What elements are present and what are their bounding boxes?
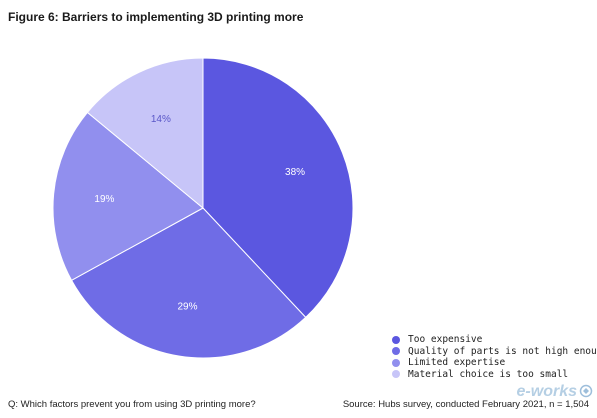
pie-slice-3 xyxy=(52,111,204,281)
watermark-icon xyxy=(579,384,593,398)
legend-swatch xyxy=(392,358,400,367)
source-text: Source: Hubs survey, conducted February … xyxy=(342,399,589,410)
legend-swatch xyxy=(392,335,400,344)
pie-slice-2 xyxy=(70,207,307,359)
watermark-logo: e-works xyxy=(516,383,577,400)
legend-swatch xyxy=(392,370,400,379)
pie-slice-label-4: 14% xyxy=(151,114,171,125)
legend-label: Limited expertise xyxy=(408,357,506,369)
legend-label: Quality of parts is not high enough xyxy=(408,345,597,357)
question-text: Q: Which factors prevent you from using … xyxy=(8,399,256,410)
legend: Too expensive Quality of parts is not hig… xyxy=(392,334,597,380)
legend-swatch xyxy=(392,347,400,356)
legend-label: Material choice is too small xyxy=(408,368,569,380)
pie-slice-label-1: 38% xyxy=(285,167,305,178)
chart-title: Figure 6: Barriers to implementing 3D pr… xyxy=(8,10,304,24)
pie-slice-label-3: 19% xyxy=(94,194,114,205)
legend-item-4: Material choice is too small xyxy=(392,369,597,381)
pie-slice-label-2: 29% xyxy=(178,301,198,312)
pie-slices xyxy=(52,57,354,359)
legend-item-2: Quality of parts is not high enough xyxy=(392,346,597,358)
legend-item-3: Limited expertise xyxy=(392,357,597,369)
pie-labels: 38% 29% 19% 14% xyxy=(94,114,305,312)
pie-slice-1 xyxy=(202,57,354,319)
legend-label: Too expensive xyxy=(408,334,483,346)
legend-item-1: Too expensive xyxy=(392,334,597,346)
pie-slice-4 xyxy=(86,57,204,210)
